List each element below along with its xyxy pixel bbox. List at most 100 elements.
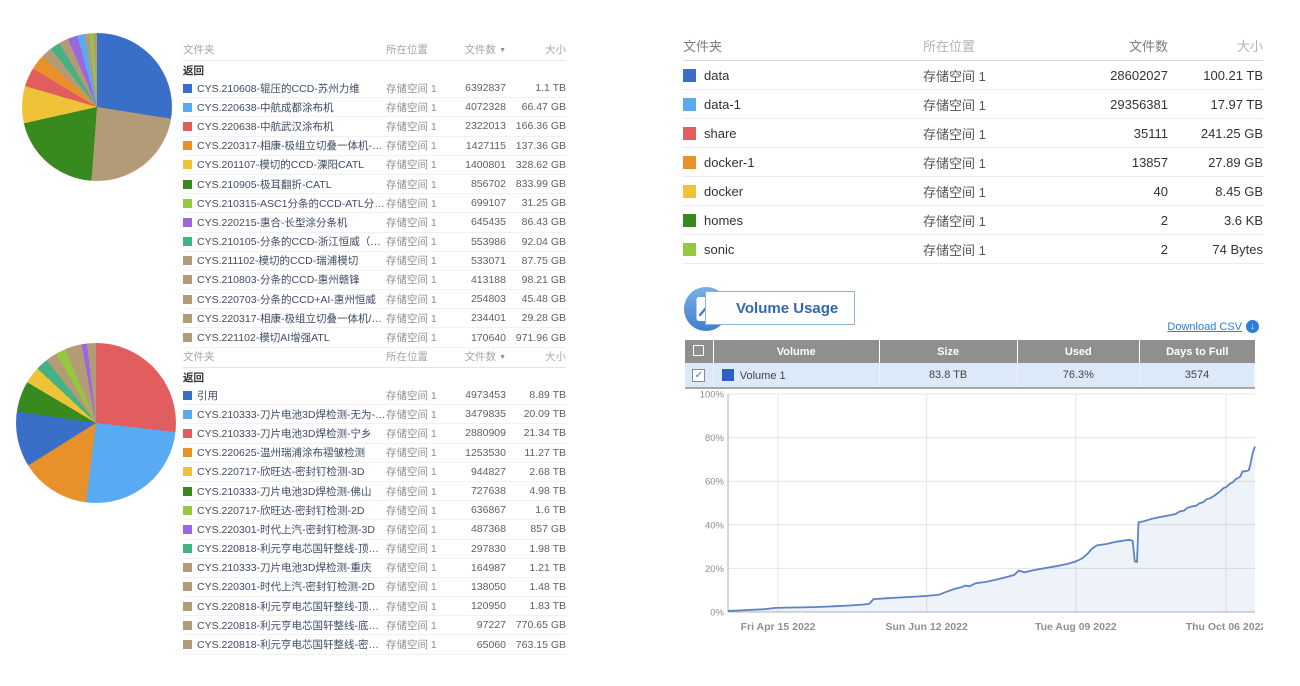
- table-header-row: 文件夹 所在位置 文件数 ▼ 大小: [183, 345, 566, 368]
- folder-row[interactable]: CYS.210333-刀片电池3D焊检测-重庆 存储空间 1 164987 1.21 …: [183, 559, 566, 578]
- folder-row[interactable]: share 存储空间 1 35111 241.25 GB: [683, 119, 1263, 148]
- folder-row[interactable]: CYS.220818-利元亨电芯国轩整线-密封钉 存储空间 1 65060 763.1…: [183, 635, 566, 655]
- column-header-folder[interactable]: 文件夹: [683, 38, 723, 54]
- folder-name: CYS.211102-模切的CCD-瑞浦模切: [197, 255, 359, 268]
- folder-file-count: 487368: [470, 523, 506, 536]
- folder-location: 存储空间 1: [386, 466, 437, 479]
- folder-location: 存储空间 1: [923, 213, 986, 229]
- volume-row[interactable]: ✓ Volume 1 83.8 TB 76.3% 3574: [685, 363, 1255, 388]
- column-header-size[interactable]: 大小: [545, 350, 566, 363]
- column-header-location[interactable]: 所在位置: [386, 350, 428, 363]
- folder-row[interactable]: CYS.220717-欣旺达-密封钉检测-2D 存储空间 1 636867 1.6 T…: [183, 501, 566, 521]
- folder-row[interactable]: CYS.220818-利元亨电芯国轩整线-顶盖焊-2D 存储空间 1 120950 1…: [183, 597, 566, 617]
- folder-color-swatch: [183, 467, 192, 477]
- folder-color-swatch: [683, 155, 696, 169]
- folder-file-count: 40: [1153, 183, 1168, 199]
- folder-color-swatch: [683, 68, 696, 82]
- volume-days-to-full: 3574: [1139, 363, 1255, 388]
- folder-name: CYS.220818-利元亨电芯国轩整线-顶盖焊-2D: [197, 600, 386, 613]
- folder-location: 存储空间 1: [386, 197, 437, 210]
- folder-row[interactable]: CYS.220638-中航武汉涂布机 存储空间 1 2322013 166.36 GB: [183, 117, 566, 137]
- folder-row[interactable]: sonic 存储空间 1 2 74 Bytes: [683, 235, 1263, 264]
- folder-name: CYS.220638-中航成都涂布机: [197, 101, 334, 114]
- folder-row[interactable]: CYS.221102-模切AI增强ATL 存储空间 1 170640 971.96 G…: [183, 328, 566, 348]
- download-csv-icon[interactable]: ↓: [1246, 320, 1259, 333]
- folder-row[interactable]: CYS.220625-温州瑞浦涂布褶皱检测 存储空间 1 1253530 11.27 …: [183, 444, 566, 463]
- folder-row[interactable]: docker-1 存储空间 1 13857 27.89 GB: [683, 148, 1263, 177]
- x-axis-tick-label: Thu Oct 06 2022: [1186, 621, 1263, 633]
- column-header-files[interactable]: 文件数: [1048, 36, 1168, 55]
- folder-size: 27.89 GB: [1208, 154, 1263, 170]
- y-axis-tick-label: 20%: [705, 564, 725, 575]
- folder-row[interactable]: CYS.210333-刀片电池3D焊检测-宁乡 存储空间 1 2880909 21.3…: [183, 424, 566, 444]
- folder-row[interactable]: CYS.220818-利元亨电芯国轩整线-顶盖焊-3D 存储空间 1 297830 1…: [183, 540, 566, 559]
- folder-row[interactable]: CYS.210333-刀片电池3D焊检测-佛山 存储空间 1 727638 4.98 …: [183, 482, 566, 502]
- folder-name: CYS.221102-模切AI增强ATL: [197, 332, 330, 345]
- folder-row[interactable]: CYS.210333-刀片电池3D焊检测-无为-2期 存储空间 1 3479835 2…: [183, 405, 566, 425]
- folder-row[interactable]: CYS.220301-时代上汽-密封钉检测-3D 存储空间 1 487368 857 …: [183, 520, 566, 540]
- folder-row[interactable]: 引用 存储空间 1 4973453 8.89 TB: [183, 386, 566, 406]
- folder-row[interactable]: CYS.210315-ASC1分条的CCD-ATL分条机 存储空间 1 699107…: [183, 194, 566, 214]
- folder-row[interactable]: docker 存储空间 1 40 8.45 GB: [683, 177, 1263, 206]
- folder-row[interactable]: CYS.210803-分条的CCD-惠州赣锋 存储空间 1 413188 98.21 …: [183, 271, 566, 291]
- folder-row[interactable]: CYS.220317-相康-极组立切叠一体机/监控 存储空间 1 234401 29.…: [183, 309, 566, 329]
- folder-color-swatch: [183, 563, 192, 573]
- folder-size: 66.47 GB: [521, 101, 566, 114]
- folder-name: CYS.220317-相康-极组立切叠一体机/监控: [197, 312, 386, 325]
- column-header-size[interactable]: 大小: [545, 43, 566, 56]
- folder-row[interactable]: CYS.201107-模切的CCD-溧阳CATL 存储空间 1 1400801 328…: [183, 156, 566, 175]
- column-header-used[interactable]: Used: [1017, 340, 1141, 363]
- folder-row[interactable]: CYS.220301-时代上汽-密封钉检测-2D 存储空间 1 138050 1.48…: [183, 578, 566, 598]
- folder-name: CYS.220301-时代上汽-密封钉检测-3D: [197, 523, 375, 536]
- folder-row[interactable]: data 存储空间 1 28602027 100.21 TB: [683, 61, 1263, 90]
- folder-size: 74 Bytes: [1212, 241, 1263, 257]
- select-all-checkbox[interactable]: [693, 344, 705, 356]
- volume-color-swatch: [721, 368, 734, 381]
- folder-location: 存储空间 1: [386, 82, 437, 95]
- folder-row[interactable]: CYS.220703-分条的CCD+AI-惠州恒威 存储空间 1 254803 45.…: [183, 290, 566, 310]
- folder-row[interactable]: CYS.210905-极耳翻折-CATL 存储空间 1 856702 833.99 G…: [183, 175, 566, 195]
- volume-usage-title-box: Volume Usage: [705, 291, 856, 325]
- column-header-files[interactable]: 文件数 ▼: [444, 42, 506, 57]
- folder-file-count: 3479835: [465, 408, 506, 421]
- folder-file-count: 170640: [470, 331, 506, 344]
- folder-name: data: [704, 67, 730, 83]
- column-header-size[interactable]: 大小: [1236, 38, 1263, 54]
- folder-file-count: 234401: [470, 312, 506, 325]
- folder-row[interactable]: CYS.210608-辊压的CCD-苏州力维 存储空间 1 6392837 1.1 T…: [183, 79, 566, 99]
- folder-color-swatch: [683, 242, 696, 256]
- column-header-files[interactable]: 文件数 ▼: [444, 349, 506, 364]
- folder-row[interactable]: homes 存储空间 1 2 3.6 KB: [683, 206, 1263, 235]
- folder-row[interactable]: CYS.220638-中航成都涂布机 存储空间 1 4072328 66.47 GB: [183, 98, 566, 118]
- download-csv-link[interactable]: Download CSV: [1167, 320, 1242, 333]
- back-link[interactable]: 返回: [183, 371, 204, 384]
- folder-row[interactable]: CYS.220818-利元亨电芯国轩整线-底板激光焊接-...存储空间 1 972…: [183, 616, 566, 636]
- folder-size-pie-chart-top: [22, 33, 172, 181]
- column-header-folder[interactable]: 文件夹: [183, 43, 215, 56]
- x-axis-tick-label: Tue Aug 09 2022: [1035, 621, 1117, 633]
- column-header-size[interactable]: Size: [879, 340, 1018, 363]
- folder-row[interactable]: CYS.220717-欣旺达-密封钉检测-3D 存储空间 1 944827 2.68 …: [183, 463, 566, 482]
- column-header-volume[interactable]: Volume: [713, 340, 880, 363]
- folder-row[interactable]: data-1 存储空间 1 29356381 17.97 TB: [683, 90, 1263, 119]
- folder-row[interactable]: CYS.220317-相康-极组立切叠一体机-缺陷检测存储空间 1 1427115…: [183, 137, 566, 156]
- folder-row[interactable]: CYS.211102-模切的CCD-瑞浦模切 存储空间 1 533071 87.75 …: [183, 252, 566, 271]
- column-header-folder[interactable]: 文件夹: [183, 350, 215, 363]
- folder-row[interactable]: CYS.220215-惠合-长型涂分条机 存储空间 1 645435 86.43 GB: [183, 213, 566, 233]
- folder-row[interactable]: CYS.210105-分条的CCD-浙江恒威（兰溪） 存储空间 1 553986 92…: [183, 233, 566, 252]
- volume-checkbox[interactable]: ✓: [692, 368, 706, 382]
- table-header-row: 文件夹 所在位置 文件数 大小: [683, 30, 1263, 61]
- folder-location: 存储空间 1: [386, 504, 437, 517]
- folder-location: 存储空间 1: [923, 68, 986, 84]
- volume-name: Volume 1: [739, 369, 786, 382]
- column-header-files-label: 文件数: [464, 43, 497, 56]
- folder-size: 857 GB: [530, 523, 566, 536]
- back-link[interactable]: 返回: [183, 64, 204, 77]
- column-header-days-to-full[interactable]: Days to Full: [1139, 340, 1255, 363]
- column-header-location[interactable]: 所在位置: [386, 43, 428, 56]
- volume-usage-panel: Volume Usage Download CSV ↓ Volume Size …: [683, 284, 1266, 676]
- folder-file-count: 4973453: [465, 389, 506, 402]
- y-axis-tick-label: 80%: [705, 433, 725, 444]
- y-axis-tick-label: 40%: [705, 520, 725, 531]
- column-header-location[interactable]: 所在位置: [923, 38, 976, 54]
